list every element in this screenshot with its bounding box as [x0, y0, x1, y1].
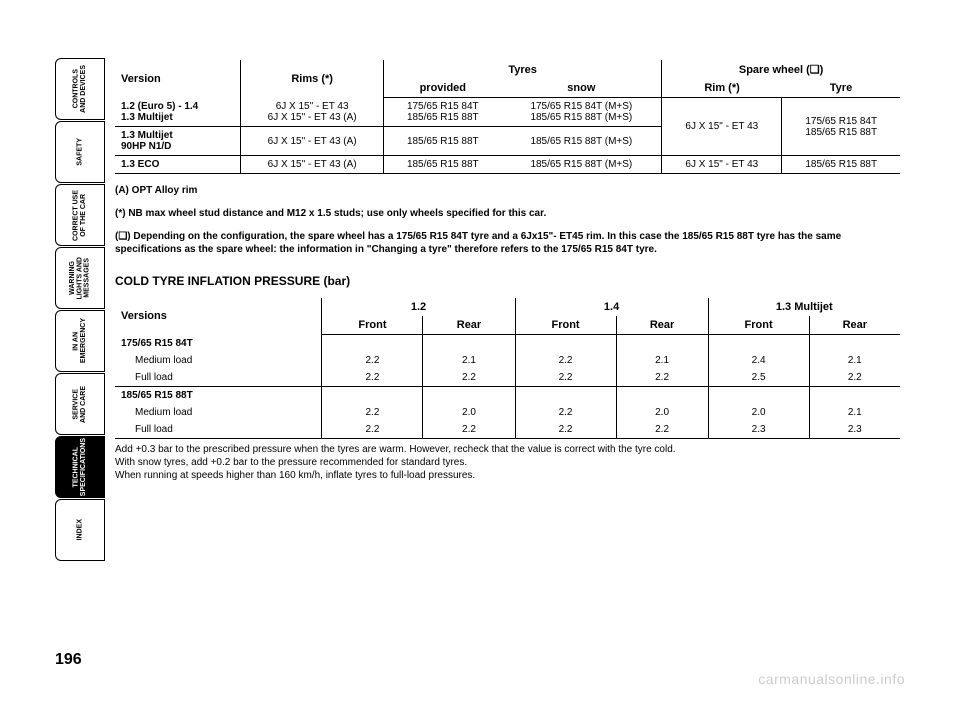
cell-version: 1.3 Multijet90HP N1/D [115, 127, 241, 156]
col-13mj: 1.3 Multijet [708, 298, 900, 316]
col-spare: Spare wheel (❏) [662, 60, 900, 79]
pr-full: Full load [115, 421, 322, 439]
pr-val: 2.2 [322, 404, 423, 421]
watermark: carmanualsonline.info [758, 671, 905, 687]
pr-val: 2.2 [809, 369, 900, 387]
tab-technical-specs[interactable]: TECHNICALSPECIFICATIONS [55, 436, 105, 498]
cell-sp-rim: 6J X 15" - ET 43 [662, 98, 782, 156]
col-rear: Rear [616, 316, 708, 335]
pr-val: 2.1 [423, 352, 515, 369]
tab-index[interactable]: INDEX [55, 499, 105, 561]
tyres-table: Version Rims (*) Tyres Spare wheel (❏) p… [115, 60, 900, 174]
col-provided: provided [384, 79, 502, 98]
pr-full: Full load [115, 369, 322, 387]
pr-val: 2.1 [616, 352, 708, 369]
note-star: (*) NB max wheel stud distance and M12 x… [115, 207, 900, 220]
cell-prov: 185/65 R15 88T [384, 156, 502, 174]
note-sq: (❏) Depending on the configuration, the … [115, 230, 900, 256]
col-versions: Versions [115, 298, 322, 335]
pr-val: 2.5 [708, 369, 809, 387]
pr-val: 2.2 [423, 421, 515, 439]
pr-val: 2.0 [708, 404, 809, 421]
side-tabs: CONTROLSAND DEVICES SAFETY CORRECT USEOF… [55, 58, 105, 561]
page-content: Version Rims (*) Tyres Spare wheel (❏) p… [115, 60, 900, 486]
cell-version: 1.2 (Euro 5) - 1.41.3 Multijet [115, 98, 241, 127]
pr-val: 2.2 [322, 352, 423, 369]
cell-version: 1.3 ECO [115, 156, 241, 174]
pr-val: 2.2 [616, 421, 708, 439]
col-14: 1.4 [515, 298, 708, 316]
pr-val: 2.2 [515, 369, 616, 387]
page-number: 196 [55, 651, 82, 669]
cell-snow: 185/65 R15 88T (M+S) [502, 156, 662, 174]
pr-val: 2.2 [322, 421, 423, 439]
cell-snow: 185/65 R15 88T (M+S) [502, 127, 662, 156]
col-tyres: Tyres [384, 60, 662, 79]
pr-row-name: 175/65 R15 84T [115, 335, 322, 352]
tab-correct-use[interactable]: CORRECT USEOF THE CAR [55, 184, 105, 246]
tab-safety[interactable]: SAFETY [55, 121, 105, 183]
pr-val: 2.0 [616, 404, 708, 421]
tab-emergency[interactable]: IN ANEMERGENCY [55, 310, 105, 372]
pr-med: Medium load [115, 404, 322, 421]
col-front: Front [708, 316, 809, 335]
pr-row-name: 185/65 R15 88T [115, 386, 322, 404]
note-bottom: Add +0.3 bar to the prescribed pressure … [115, 443, 900, 482]
note-a: (A) OPT Alloy rim [115, 184, 900, 197]
col-spare-rim: Rim (*) [662, 79, 782, 98]
cell-sp-tyre: 175/65 R15 84T185/65 R15 88T [782, 98, 900, 156]
pressure-table: Versions 1.2 1.4 1.3 Multijet Front Rear… [115, 298, 900, 439]
cell-rims: 6J X 15" - ET 43 (A) [241, 156, 384, 174]
pr-val: 2.2 [616, 369, 708, 387]
col-version: Version [115, 60, 241, 98]
cell-prov: 175/65 R15 84T185/65 R15 88T [384, 98, 502, 127]
cell-prov: 185/65 R15 88T [384, 127, 502, 156]
pr-val: 2.2 [515, 404, 616, 421]
pr-val: 2.2 [423, 369, 515, 387]
cell-rims: 6J X 15" - ET 436J X 15" - ET 43 (A) [241, 98, 384, 127]
col-spare-tyre: Tyre [782, 79, 900, 98]
cell-rims: 6J X 15" - ET 43 (A) [241, 127, 384, 156]
tab-controls[interactable]: CONTROLSAND DEVICES [55, 58, 105, 120]
col-snow: snow [502, 79, 662, 98]
pr-val: 2.2 [515, 352, 616, 369]
col-front: Front [515, 316, 616, 335]
cell-sp-rim: 6J X 15" - ET 43 [662, 156, 782, 174]
col-12: 1.2 [322, 298, 515, 316]
cell-sp-tyre: 185/65 R15 88T [782, 156, 900, 174]
tab-service[interactable]: SERVICEAND CARE [55, 373, 105, 435]
col-rims: Rims (*) [241, 60, 384, 98]
pressure-title: COLD TYRE INFLATION PRESSURE (bar) [115, 274, 900, 288]
pr-val: 2.3 [708, 421, 809, 439]
pr-val: 2.0 [423, 404, 515, 421]
pr-val: 2.2 [515, 421, 616, 439]
pr-val: 2.1 [809, 352, 900, 369]
col-front: Front [322, 316, 423, 335]
pr-val: 2.4 [708, 352, 809, 369]
pr-med: Medium load [115, 352, 322, 369]
pr-val: 2.3 [809, 421, 900, 439]
col-rear: Rear [423, 316, 515, 335]
pr-val: 2.2 [322, 369, 423, 387]
pr-val: 2.1 [809, 404, 900, 421]
cell-snow: 175/65 R15 84T (M+S)185/65 R15 88T (M+S) [502, 98, 662, 127]
tab-warnings[interactable]: WARNINGLIGHTS ANDMESSAGES [55, 247, 105, 309]
col-rear: Rear [809, 316, 900, 335]
